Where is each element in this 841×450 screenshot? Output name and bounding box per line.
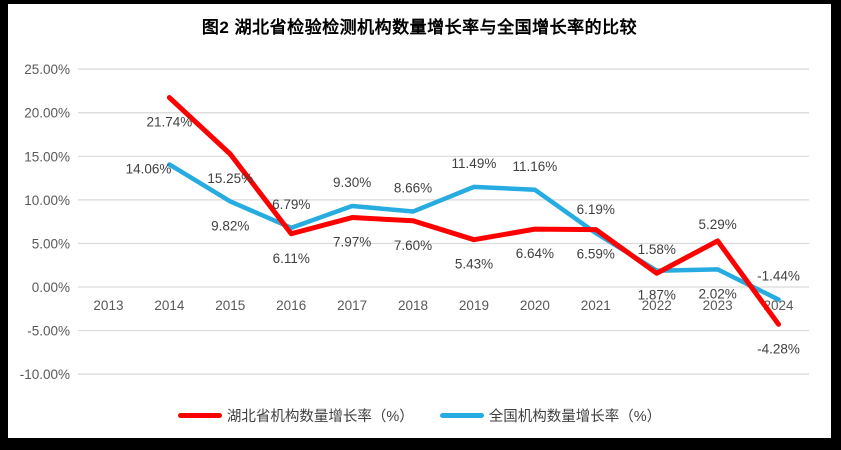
national-line-swatch-icon [439, 413, 484, 418]
data-label: 6.11% [273, 251, 310, 266]
chart-panel: 图2 湖北省检验检测机构数量增长率与全国增长率的比较 25.00% 20.00% 1… [8, 4, 831, 438]
x-axis-tick-label: 2024 [764, 298, 795, 313]
y-axis-tick-label: -5.00% [27, 324, 70, 339]
y-axis-tick-label: -10.00% [20, 367, 70, 382]
data-label: 1.58% [638, 242, 676, 257]
data-label: 15.25% [207, 171, 253, 186]
y-axis-tick-label: 15.00% [24, 149, 70, 164]
legend-item-national[interactable]: 全国机构数量增长率（%） [439, 405, 662, 426]
y-axis-tick-label: 5.00% [32, 236, 70, 251]
data-label: 11.49% [452, 156, 497, 171]
y-axis-tick-label: 0.00% [32, 280, 70, 295]
x-axis-tick-label: 2019 [459, 298, 489, 313]
x-axis-tick-label: 2015 [215, 298, 245, 313]
data-label: 5.43% [455, 257, 493, 272]
data-label: 9.82% [211, 218, 249, 233]
data-label: 6.79% [272, 197, 310, 212]
x-axis-tick-label: 2022 [642, 298, 672, 313]
data-label: 8.66% [394, 181, 432, 196]
data-label: 6.59% [577, 247, 615, 262]
data-label: 7.60% [394, 238, 432, 253]
data-label: 14.06% [126, 161, 172, 176]
legend-item-hubei[interactable]: 湖北省机构数量增长率（%） [177, 405, 414, 426]
legend-label-hubei: 湖北省机构数量增长率（%） [226, 409, 414, 425]
chart-title: 图2 湖北省检验检测机构数量增长率与全国增长率的比较 [201, 18, 638, 37]
x-axis-tick-label: 2020 [520, 298, 550, 313]
data-label: -4.28% [757, 341, 800, 356]
x-axis-tick-label: 2023 [703, 298, 733, 313]
data-label: 9.30% [333, 175, 371, 190]
y-axis-tick-label: 20.00% [24, 106, 70, 121]
legend-label-national: 全国机构数量增长率（%） [488, 409, 662, 425]
data-label: 5.29% [698, 217, 736, 232]
data-label: 2.02% [698, 286, 736, 301]
data-label: 1.87% [638, 288, 676, 303]
data-label: 11.16% [512, 159, 557, 174]
hubei-line-swatch-icon [177, 413, 222, 418]
data-label: 6.64% [516, 246, 554, 261]
data-label: 6.19% [577, 202, 615, 217]
legend: 湖北省机构数量增长率（%） 全国机构数量增长率（%） [8, 405, 831, 426]
x-axis-tick-label: 2016 [276, 298, 306, 313]
y-axis-tick-label: 10.00% [24, 193, 70, 208]
x-axis-tick-label: 2021 [581, 298, 611, 313]
y-axis-tick-label: 25.00% [24, 62, 70, 77]
x-axis-tick-label: 2014 [154, 298, 185, 313]
data-label: 21.74% [146, 115, 192, 130]
x-axis-tick-label: 2017 [337, 298, 367, 313]
data-label: -1.44% [757, 269, 800, 284]
series-line-0[interactable] [166, 95, 782, 327]
x-axis-tick-label: 2013 [93, 298, 123, 313]
x-axis-tick-label: 2018 [398, 298, 428, 313]
chart-canvas: 25.00% 20.00% 15.00% 10.00% 5.00% 0.00% -5.00%… [20, 62, 809, 382]
data-label: 7.97% [333, 235, 371, 250]
series-line-1[interactable] [167, 162, 781, 302]
